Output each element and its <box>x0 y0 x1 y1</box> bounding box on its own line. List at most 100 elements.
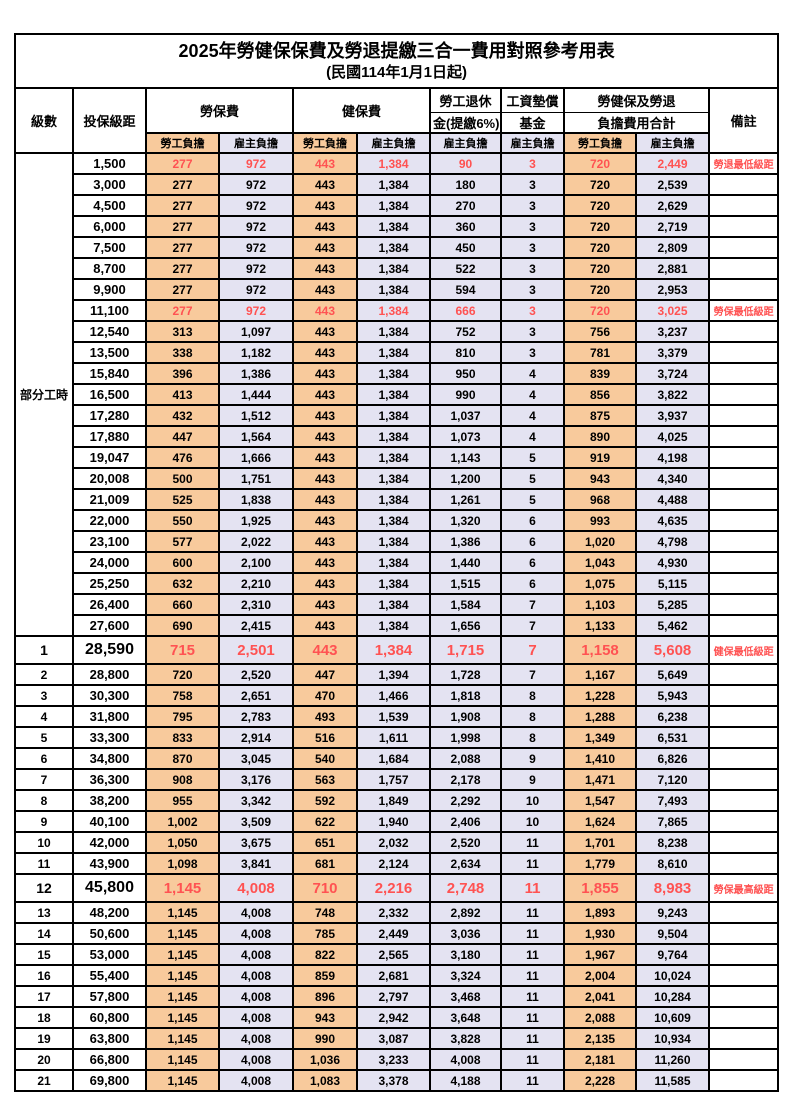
health-ins-employer-cell: 2,449 <box>356 922 431 945</box>
health-ins-employer-cell: 1,384 <box>356 551 431 574</box>
pension-employer-cell: 2,178 <box>429 768 502 791</box>
bracket-cell: 9,900 <box>72 278 147 301</box>
pension-employer-cell: 990 <box>429 383 502 406</box>
total-employer-cell: 10,284 <box>635 985 710 1008</box>
level-cell: 14 <box>14 922 74 945</box>
table-row: 24,000 600 2,100 443 1,384 1,440 6 1,043 4,930 <box>15 551 780 574</box>
note-cell <box>707 278 780 301</box>
wage-fund-employer-cell: 11 <box>500 985 565 1008</box>
subheader-health-employer: 雇主負擔 <box>356 132 431 154</box>
health-ins-employer-cell: 1,384 <box>356 446 431 469</box>
labor-ins-employer-cell: 1,182 <box>218 341 294 364</box>
total-employee-cell: 1,624 <box>563 810 637 833</box>
health-ins-employer-cell: 1,384 <box>356 173 431 196</box>
health-ins-employee-cell: 443 <box>292 320 358 343</box>
labor-ins-employee-cell: 1,145 <box>145 901 220 924</box>
note-cell <box>707 922 780 945</box>
health-ins-employee-cell: 822 <box>292 943 358 966</box>
total-employer-cell: 7,493 <box>635 789 710 812</box>
col-header-labor-insurance: 勞保費 <box>145 87 294 134</box>
health-ins-employer-cell: 3,378 <box>356 1069 431 1092</box>
note-cell <box>707 530 780 553</box>
wage-fund-employer-cell: 5 <box>500 446 565 469</box>
table-row: 15,840 396 1,386 443 1,384 950 4 839 3,724 <box>15 362 780 385</box>
total-employer-cell: 9,243 <box>635 901 710 924</box>
total-employer-cell: 4,340 <box>635 467 710 490</box>
wage-fund-employer-cell: 3 <box>500 341 565 364</box>
bracket-cell: 63,800 <box>72 1027 147 1050</box>
note-cell <box>707 726 780 749</box>
wage-fund-employer-cell: 3 <box>500 236 565 259</box>
wage-fund-employer-cell: 11 <box>500 1069 565 1092</box>
health-ins-employee-cell: 896 <box>292 985 358 1008</box>
total-employee-cell: 756 <box>563 320 637 343</box>
total-employee-cell: 1,349 <box>563 726 637 749</box>
note-cell <box>707 663 780 686</box>
labor-ins-employer-cell: 4,008 <box>218 873 294 903</box>
page-title: 2025年勞健保保費及勞退提繳三合一費用對照參考用表 <box>178 41 615 61</box>
total-employee-cell: 720 <box>563 215 637 238</box>
labor-ins-employer-cell: 2,783 <box>218 705 294 728</box>
health-ins-employer-cell: 1,466 <box>356 684 431 707</box>
bracket-cell: 26,400 <box>72 593 147 616</box>
bracket-cell: 7,500 <box>72 236 147 259</box>
wage-fund-employer-cell: 3 <box>500 299 565 322</box>
col-header-wage-fund-line2: 基金 <box>500 112 565 134</box>
col-header-pension-line1: 勞工退休 <box>429 87 502 113</box>
health-ins-employer-cell: 1,539 <box>356 705 431 728</box>
note-cell: 勞保最低級距 <box>707 299 780 322</box>
health-ins-employer-cell: 1,394 <box>356 663 431 686</box>
table-row: 1 28,590 715 2,501 443 1,384 1,715 7 1,158 5,608 健… <box>14 635 780 665</box>
labor-ins-employee-cell: 720 <box>145 663 220 686</box>
level-cell: 5 <box>14 726 74 749</box>
table-row: 14 50,600 1,145 4,008 785 2,449 3,036 11 1,930 9,… <box>14 922 780 945</box>
table-row: 13 48,200 1,145 4,008 748 2,332 2,892 11 1,893 9,… <box>14 901 780 924</box>
total-employer-cell: 8,238 <box>635 831 710 854</box>
total-employee-cell: 856 <box>563 383 637 406</box>
subheader-labor-employer: 雇主負擔 <box>218 132 294 154</box>
health-ins-employee-cell: 443 <box>292 341 358 364</box>
wage-fund-employer-cell: 11 <box>500 852 565 875</box>
labor-ins-employee-cell: 396 <box>145 362 220 385</box>
table-row: 11,100 277 972 443 1,384 666 3 720 3,025 勞保最低級距 <box>15 299 780 322</box>
table-row: 20,008 500 1,751 443 1,384 1,200 5 943 4,340 <box>15 467 780 490</box>
health-ins-employer-cell: 2,216 <box>356 873 431 903</box>
pension-employer-cell: 1,073 <box>429 425 502 448</box>
labor-ins-employee-cell: 632 <box>145 572 220 595</box>
table-row: 19 63,800 1,145 4,008 990 3,087 3,828 11 2,135 10… <box>14 1027 780 1050</box>
health-ins-employee-cell: 443 <box>292 614 358 637</box>
labor-ins-employee-cell: 758 <box>145 684 220 707</box>
labor-ins-employer-cell: 3,342 <box>218 789 294 812</box>
labor-ins-employer-cell: 2,520 <box>218 663 294 686</box>
labor-ins-employee-cell: 1,145 <box>145 964 220 987</box>
total-employee-cell: 1,930 <box>563 922 637 945</box>
table-row: 4 31,800 795 2,783 493 1,539 1,908 8 1,288 6,238 <box>14 705 780 728</box>
col-header-pension-line2: 金(提繳6%) <box>429 112 502 134</box>
health-ins-employee-cell: 443 <box>292 299 358 322</box>
header-row-groups-line2: 金(提繳6%) 基金 負擔費用合計 <box>15 112 778 134</box>
table-row: 20 66,800 1,145 4,008 1,036 3,233 4,008 11 2,181… <box>14 1048 780 1071</box>
labor-ins-employee-cell: 277 <box>145 236 220 259</box>
wage-fund-employer-cell: 6 <box>500 551 565 574</box>
labor-ins-employee-cell: 432 <box>145 404 220 427</box>
health-ins-employee-cell: 443 <box>292 194 358 217</box>
health-ins-employer-cell: 2,332 <box>356 901 431 924</box>
health-ins-employee-cell: 443 <box>292 236 358 259</box>
wage-fund-employer-cell: 4 <box>500 404 565 427</box>
wage-fund-employer-cell: 7 <box>500 614 565 637</box>
labor-ins-employer-cell: 2,100 <box>218 551 294 574</box>
total-employer-cell: 3,937 <box>635 404 710 427</box>
health-ins-employee-cell: 443 <box>292 530 358 553</box>
total-employer-cell: 10,934 <box>635 1027 710 1050</box>
total-employee-cell: 1,855 <box>563 873 637 903</box>
total-employee-cell: 919 <box>563 446 637 469</box>
bracket-cell: 15,840 <box>72 362 147 385</box>
table-row: 17,880 447 1,564 443 1,384 1,073 4 890 4,025 <box>15 425 780 448</box>
pension-employer-cell: 1,715 <box>429 635 502 665</box>
bracket-cell: 19,047 <box>72 446 147 469</box>
total-employer-cell: 8,610 <box>635 852 710 875</box>
total-employee-cell: 720 <box>563 257 637 280</box>
wage-fund-employer-cell: 3 <box>500 278 565 301</box>
total-employee-cell: 1,158 <box>563 635 637 665</box>
labor-ins-employee-cell: 1,050 <box>145 831 220 854</box>
